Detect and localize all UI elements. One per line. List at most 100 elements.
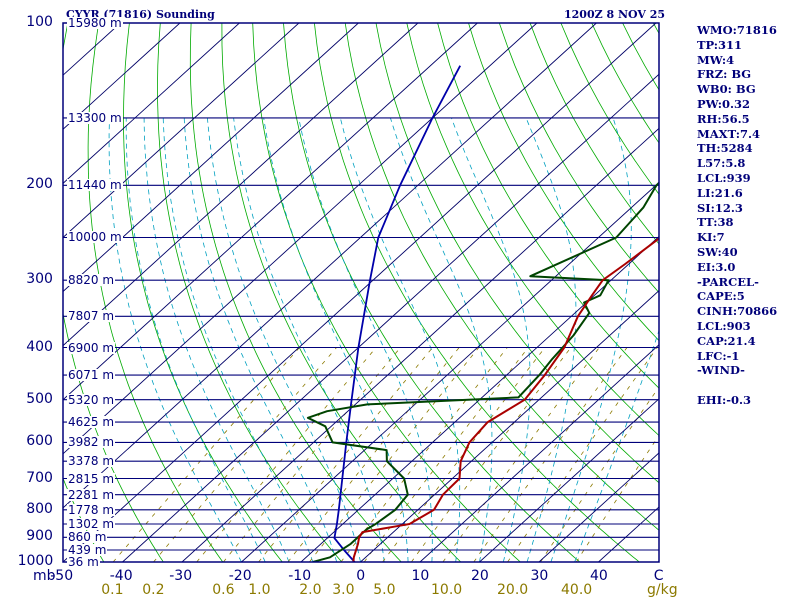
moist-adiabat bbox=[263, 117, 409, 562]
pressure-label: 800 bbox=[26, 500, 53, 517]
height-label: 1302 m bbox=[67, 516, 116, 531]
mixing-ratio-label: 5.0 bbox=[373, 582, 396, 598]
isotherm-line bbox=[63, 23, 419, 347]
temperature-profile bbox=[352, 237, 659, 562]
height-label: 8820 m bbox=[67, 273, 116, 288]
plot-area bbox=[63, 23, 659, 562]
pressure-label: 500 bbox=[26, 390, 53, 407]
isotherm-line bbox=[538, 452, 659, 562]
moist-adiabat bbox=[183, 117, 338, 562]
index-entry: CAPE:5 bbox=[697, 289, 745, 304]
height-label: 2815 m bbox=[67, 471, 116, 486]
index-entry: TH:5284 bbox=[697, 141, 753, 156]
pressure-label: 600 bbox=[26, 433, 53, 450]
isotherm-line bbox=[63, 23, 478, 401]
index-entry: MW:4 bbox=[697, 52, 735, 67]
plot-frame bbox=[62, 22, 660, 563]
height-label: 439 m bbox=[67, 542, 108, 557]
height-label: 6900 m bbox=[67, 340, 116, 355]
index-entry: PW:0.32 bbox=[697, 96, 751, 111]
moist-adiabat bbox=[233, 117, 385, 562]
moist-adiabat bbox=[390, 117, 493, 562]
height-label: 6071 m bbox=[67, 368, 116, 383]
isotherm-line bbox=[479, 398, 659, 562]
temperature-tick-label: -10 bbox=[288, 568, 312, 584]
isotherm-line bbox=[63, 23, 657, 562]
moist-adiabat bbox=[162, 117, 314, 562]
mixing-ratio-label: 40.0 bbox=[561, 582, 593, 598]
height-label: 860 m bbox=[67, 530, 108, 545]
height-label: 5320 m bbox=[67, 392, 116, 407]
height-label: 4625 m bbox=[67, 415, 116, 430]
moist-adiabat bbox=[525, 117, 577, 562]
temperature-tick-label: -20 bbox=[228, 568, 252, 584]
temperature-tick-label: 10 bbox=[411, 568, 430, 584]
pressure-label: 200 bbox=[26, 176, 53, 193]
isotherm-line bbox=[63, 23, 597, 509]
mixing-ratio-label: 2.0 bbox=[299, 582, 322, 598]
moist-adiabat bbox=[207, 117, 361, 562]
index-entry: CINH:70866 bbox=[697, 304, 778, 319]
height-label: 13300 m bbox=[67, 110, 123, 125]
moist-adiabat bbox=[298, 117, 433, 562]
isotherm-line bbox=[181, 127, 659, 562]
temperature-tick-label: 40 bbox=[590, 568, 608, 584]
isotherm-line bbox=[241, 181, 659, 562]
height-label: 15980 m bbox=[67, 16, 123, 30]
isotherm-line bbox=[419, 344, 659, 562]
temperature-tick-label: -50 bbox=[50, 568, 74, 584]
height-label: 36 m bbox=[67, 555, 100, 569]
temperature-tick-label: -30 bbox=[169, 568, 193, 584]
height-label: 1778 m bbox=[67, 502, 116, 517]
moist-adiabat bbox=[574, 329, 659, 562]
moist-adiabat bbox=[125, 117, 266, 562]
pressure-label: 700 bbox=[26, 469, 53, 486]
mixing-ratio-label: g/kg bbox=[647, 582, 678, 598]
temperature-tick-label: C bbox=[653, 568, 664, 584]
index-entry: RH:56.5 bbox=[697, 111, 750, 126]
height-label: 3378 m bbox=[67, 454, 116, 469]
index-entry: MAXT:7.4 bbox=[697, 126, 760, 141]
height-label: 7807 m bbox=[67, 309, 116, 324]
indices-panel: WMO:71816 TP:311 MW:4 FRZ: BG WB0: BG PW:0.32… bbox=[697, 23, 797, 408]
pressure-label: 1000 bbox=[17, 553, 54, 569]
pressure-label: 100 bbox=[26, 14, 53, 30]
index-entry: LFC:-1 bbox=[697, 348, 740, 363]
index-entry: WB0: BG bbox=[697, 82, 756, 97]
pressure-label: 400 bbox=[26, 338, 53, 355]
index-entry: -WIND- bbox=[697, 363, 745, 378]
isotherm-line bbox=[63, 23, 240, 184]
index-entry: L57:5.8 bbox=[697, 156, 746, 171]
index-entry: TT:38 bbox=[697, 215, 734, 230]
dewpoint-profile bbox=[306, 181, 659, 562]
mixing-ratio-label: 3.0 bbox=[332, 582, 355, 598]
parcel-path bbox=[333, 65, 461, 562]
moist-adiabat bbox=[339, 117, 461, 562]
index-entry bbox=[697, 378, 797, 393]
pressure-label: 900 bbox=[26, 528, 53, 545]
moist-adiabat bbox=[550, 117, 632, 562]
pressure-label: 300 bbox=[26, 271, 53, 288]
index-entry: SW:40 bbox=[697, 244, 738, 259]
index-entry: EI:3.0 bbox=[697, 259, 736, 274]
index-entry: -PARCEL- bbox=[697, 274, 759, 289]
temperature-tick-label: 0 bbox=[356, 568, 366, 584]
mixing-ratio-label: 0.2 bbox=[142, 582, 165, 598]
mixing-ratio-label: 0.6 bbox=[212, 582, 235, 598]
index-entry: LI:21.6 bbox=[697, 185, 743, 200]
index-entry: EHI:-0.3 bbox=[697, 392, 752, 407]
x-axis-unit-label: mb bbox=[33, 568, 56, 584]
temperature-tick-label: -40 bbox=[109, 568, 133, 584]
index-entry: SI:12.3 bbox=[697, 200, 743, 215]
height-label: 11440 m bbox=[67, 178, 123, 193]
height-label: 10000 m bbox=[67, 230, 123, 245]
mixing-ratio-label: 0.1 bbox=[101, 582, 124, 598]
index-entry: WMO:71816 bbox=[697, 23, 777, 37]
index-entry: KI:7 bbox=[697, 230, 725, 245]
moist-adiabat bbox=[108, 117, 242, 562]
temperature-tick-label: 20 bbox=[471, 568, 489, 584]
isotherm-line bbox=[63, 23, 300, 239]
height-label: 2281 m bbox=[67, 487, 116, 502]
